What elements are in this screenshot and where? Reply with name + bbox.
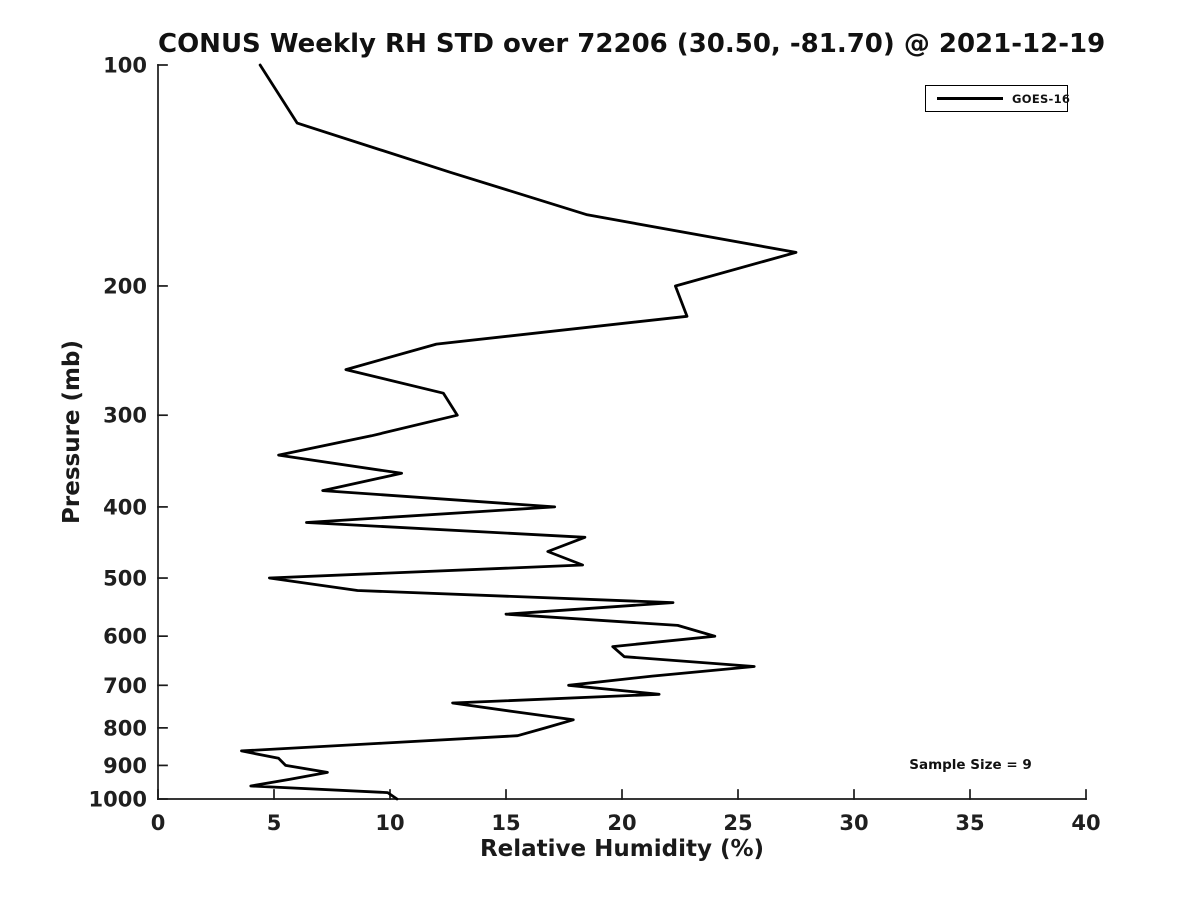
y-tick-label: 1000 — [89, 788, 147, 812]
x-tick-label: 5 — [267, 811, 282, 835]
y-tick-label: 700 — [103, 674, 147, 698]
x-tick-label: 0 — [151, 811, 166, 835]
legend-line-sample — [937, 96, 1003, 101]
x-tick-label: 10 — [375, 811, 404, 835]
series-line-goes-16 — [240, 63, 798, 801]
x-tick-label: 20 — [607, 811, 636, 835]
y-tick-label: 300 — [103, 404, 147, 428]
y-tick-label: 800 — [103, 716, 147, 740]
x-tick-label: 25 — [723, 811, 752, 835]
y-tick-label: 900 — [103, 754, 147, 778]
y-tick-label: 100 — [103, 54, 147, 78]
y-tick-label: 600 — [103, 625, 147, 649]
y-tick-label: 400 — [103, 495, 147, 519]
x-axis-title: Relative Humidity (%) — [479, 836, 765, 862]
legend-label: GOES-16 — [1012, 91, 1071, 106]
x-axis-ticks: 0 5 10 15 20 25 30 35 40 — [151, 789, 1101, 835]
x-tick-label: 30 — [839, 811, 868, 835]
x-tick-label: 40 — [1071, 811, 1100, 835]
y-tick-label: 500 — [103, 567, 147, 591]
legend: GOES-16 — [925, 85, 1071, 112]
sample-size-annotation: Sample Size = 9 — [909, 757, 1032, 773]
y-axis-title: Pressure (mb) — [59, 340, 85, 524]
y-axis-ticks: 100 200 300 400 500 600 700 800 900 1000 — [89, 54, 168, 812]
x-tick-label: 35 — [955, 811, 984, 835]
y-tick-label: 200 — [103, 274, 147, 298]
x-tick-label: 15 — [491, 811, 520, 835]
chart-title: CONUS Weekly RH STD over 72206 (30.50, -… — [158, 29, 1106, 59]
